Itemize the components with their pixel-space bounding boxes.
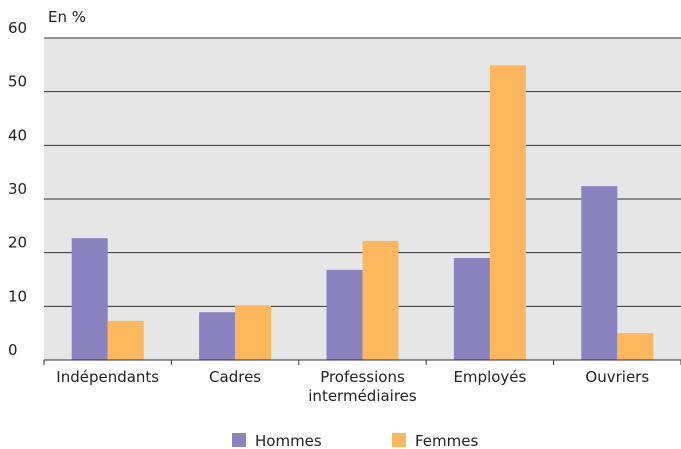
y-tick-label: 20 bbox=[8, 234, 27, 252]
y-tick-label: 50 bbox=[8, 73, 27, 91]
x-tick-label: Ouvriers bbox=[585, 368, 649, 386]
legend-label: Hommes bbox=[255, 432, 322, 449]
y-tick-label: 0 bbox=[8, 341, 18, 359]
bar bbox=[489, 65, 526, 361]
bar bbox=[617, 333, 654, 360]
bar bbox=[235, 305, 272, 360]
y-tick-label: 10 bbox=[8, 287, 27, 305]
bar bbox=[71, 238, 108, 360]
bar bbox=[581, 186, 618, 360]
x-tick-label: Professions intermédiaires bbox=[308, 368, 417, 405]
x-tick-label: Indépendants bbox=[56, 368, 159, 386]
x-tick-label: Cadres bbox=[209, 368, 261, 386]
legend-label: Femmes bbox=[415, 432, 478, 449]
bar bbox=[453, 258, 490, 360]
bar bbox=[107, 320, 144, 360]
legend-swatch bbox=[232, 433, 246, 447]
legend-swatch bbox=[392, 433, 406, 447]
y-tick-label: 40 bbox=[8, 126, 27, 144]
x-tick-label: Employés bbox=[453, 368, 526, 386]
bar bbox=[326, 269, 363, 360]
bar bbox=[362, 240, 399, 360]
y-tick-label: 30 bbox=[8, 180, 27, 198]
y-axis-label: En % bbox=[48, 8, 86, 26]
bar bbox=[199, 312, 236, 360]
y-tick-label: 60 bbox=[8, 19, 27, 37]
